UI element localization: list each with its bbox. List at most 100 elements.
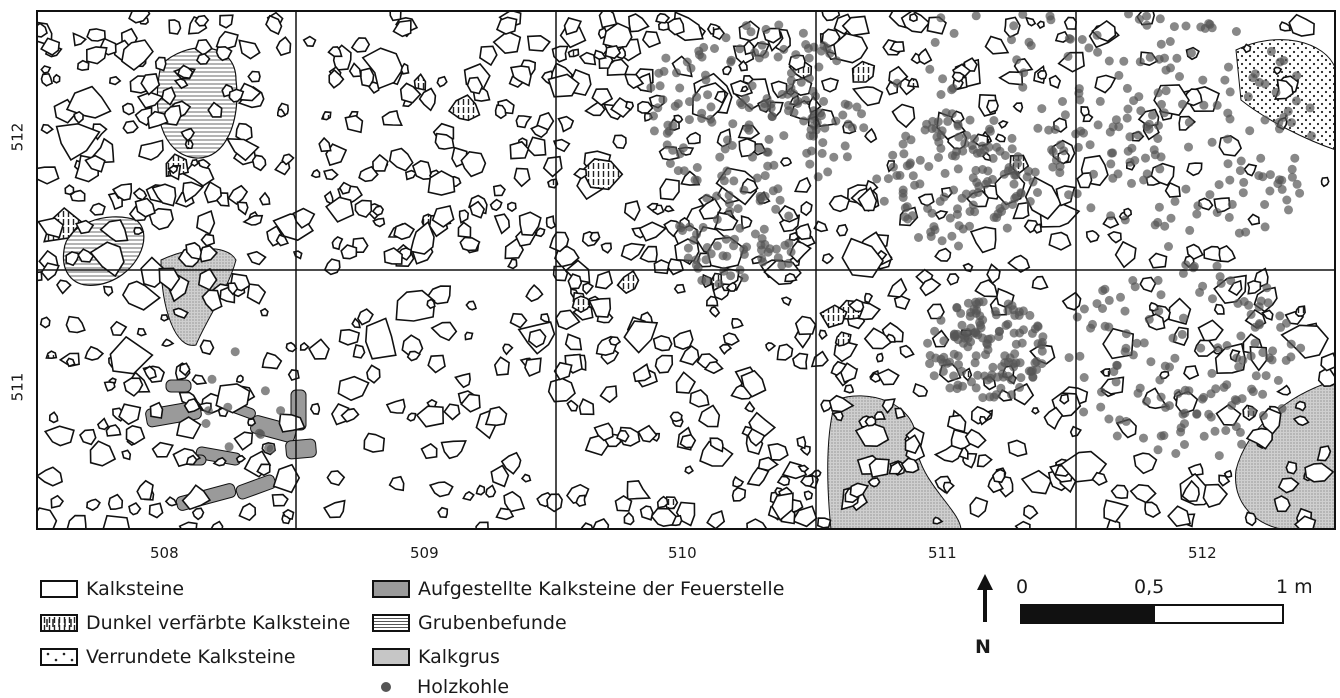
holzkohle-dot	[1173, 388, 1183, 398]
kalkstein-stone	[591, 88, 614, 107]
holzkohle-dot	[1287, 172, 1297, 182]
kalkstein-stone	[518, 211, 542, 237]
holzkohle-dot	[692, 163, 702, 172]
holzkohle-dot	[985, 126, 995, 136]
kalkstein-stone	[593, 422, 614, 442]
holzkohle-dot	[1156, 392, 1166, 402]
holzkohle-dot	[712, 215, 722, 224]
holzkohle-dot	[1305, 103, 1315, 113]
holzkohle-dot	[1120, 215, 1130, 225]
holzkohle-dot	[741, 21, 751, 31]
kalkstein-stone	[500, 451, 522, 475]
kalkstein-stone	[454, 372, 471, 389]
kalkstein-stone	[199, 244, 219, 263]
holzkohle-dot	[1045, 11, 1055, 21]
kalkstein-stone	[946, 273, 960, 286]
holzkohle-dot	[823, 167, 833, 177]
kalkstein-stone	[942, 481, 955, 495]
kalkstein-stone	[168, 19, 182, 35]
holzkohle-dot	[775, 195, 785, 205]
holzkohle-dot	[1114, 70, 1124, 80]
holzkohle-dot	[1072, 189, 1082, 199]
legend-item-kalksteine: Kalksteine	[40, 578, 184, 600]
holzkohle-dot	[1210, 426, 1220, 436]
holzkohle-dot	[1123, 104, 1133, 114]
kalkstein-stone	[485, 484, 497, 498]
holzkohle-dot	[840, 141, 850, 151]
kalkstein-stone	[493, 213, 511, 235]
kalkstein-stone	[308, 338, 330, 360]
kalkstein-stone	[277, 108, 287, 118]
holzkohle-dot	[1104, 414, 1114, 424]
kalkstein-stone	[371, 205, 384, 217]
holzkohle-dot	[1212, 100, 1222, 110]
map-canvas	[36, 10, 1336, 530]
holzkohle-dot	[925, 64, 935, 74]
holzkohle-dot	[806, 125, 816, 135]
holzkohle-dot	[1028, 177, 1038, 187]
holzkohle-dot	[1112, 431, 1122, 441]
holzkohle-dot	[1063, 51, 1073, 61]
kalkstein-stone	[588, 297, 612, 318]
kalkstein-stone	[1242, 43, 1252, 54]
kalkstein-stone	[1085, 229, 1100, 243]
holzkohle-dot	[1292, 179, 1302, 189]
holzkohle-dot	[1030, 167, 1040, 177]
holzkohle-dot	[763, 247, 773, 257]
holzkohle-dot	[692, 175, 702, 185]
kalkstein-stone	[459, 236, 481, 252]
kalkstein-stone	[56, 279, 72, 295]
kalkstein-stone	[1020, 469, 1053, 495]
kalkstein-stone	[102, 514, 131, 530]
holzkohle-dot	[1212, 208, 1222, 217]
holzkohle-dot	[1030, 358, 1040, 368]
kalkstein-stone	[672, 329, 694, 350]
holzkohle-dot	[1192, 209, 1202, 219]
holzkohle-dot	[735, 223, 745, 233]
kalkstein-stone	[567, 273, 583, 290]
holzkohle-dot	[1127, 143, 1137, 153]
kalkstein-stone	[740, 215, 753, 230]
holzkohle-dot	[1258, 348, 1268, 358]
holzkohle-dot	[963, 298, 973, 308]
kalkstein-stone	[934, 247, 952, 262]
kalkstein-stone	[641, 30, 662, 49]
holzkohle-dot	[1060, 110, 1070, 120]
kalkstein-stone	[900, 10, 931, 34]
holzkohle-dot	[1154, 54, 1164, 64]
kalkstein-stone	[338, 181, 352, 195]
kalkstein-stone	[628, 13, 650, 33]
legend-label: Holzkohle	[417, 676, 510, 698]
kalkstein-stone	[475, 484, 486, 496]
holzkohle-dot	[1273, 375, 1283, 385]
kalkstein-stone	[381, 109, 403, 127]
holzkohle-dot	[1135, 57, 1145, 67]
holzkohle-dot	[1184, 117, 1194, 127]
holzkohle-dot	[1156, 39, 1166, 49]
kalkstein-stone	[857, 186, 878, 212]
kalkstein-stone	[79, 428, 97, 446]
kalkstein-stone	[740, 85, 749, 93]
kalkstein-stone	[1107, 230, 1122, 244]
holzkohle-dot	[694, 46, 704, 56]
kalkstein-stone	[352, 344, 366, 359]
kalkstein-stone	[551, 45, 569, 63]
kalkstein-stone	[181, 484, 212, 511]
holzkohle-dot	[1024, 166, 1034, 176]
kalkstein-stone	[1059, 393, 1070, 405]
kalkstein-stone	[881, 398, 896, 414]
holzkohle-dot	[1002, 223, 1012, 233]
holzkohle-dot	[1075, 95, 1085, 105]
kalkstein-stone	[810, 350, 829, 368]
holzkohle-dot	[989, 392, 999, 402]
kalkstein-stone	[151, 183, 177, 207]
kalkstein-stone	[258, 191, 271, 206]
kalkstein-stone	[638, 221, 667, 242]
holzkohle-dot	[1048, 162, 1058, 172]
holzkohle-dot	[697, 114, 707, 123]
holzkohle-dot	[1130, 282, 1140, 292]
holzkohle-dot	[758, 257, 768, 267]
holzkohle-dot	[675, 149, 685, 159]
holzkohle-dot	[750, 48, 760, 57]
holzkohle-dot	[1012, 55, 1022, 65]
